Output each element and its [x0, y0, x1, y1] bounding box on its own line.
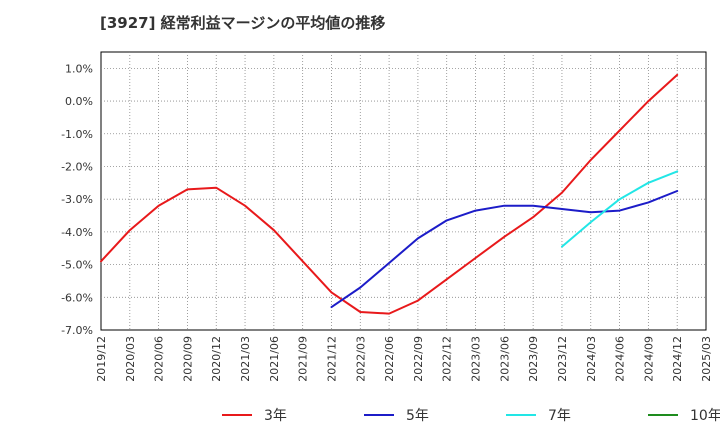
x-tick-label: 2024/09	[642, 336, 655, 382]
x-tick-label: 2025/03	[700, 336, 713, 382]
x-tick-label: 2021/12	[325, 336, 338, 382]
plot-area	[100, 51, 707, 331]
x-tick-label: 2020/12	[210, 336, 223, 382]
series-line-5年	[330, 190, 679, 309]
x-tick-label: 2024/03	[585, 336, 598, 382]
y-tick-label: 0.0%	[65, 95, 93, 108]
x-tick-label: 2023/03	[470, 336, 483, 382]
y-tick-label: -1.0%	[61, 128, 93, 141]
y-tick-label: -2.0%	[61, 160, 93, 173]
legend-label: 10年	[690, 408, 720, 424]
x-tick-label: 2020/06	[153, 336, 166, 382]
x-tick-label: 2023/06	[498, 336, 511, 382]
y-tick-label: -3.0%	[61, 193, 93, 206]
x-tick-label: 2024/12	[671, 336, 684, 382]
x-tick-label: 2020/09	[181, 336, 194, 382]
y-tick-label: 1.0%	[65, 62, 93, 75]
series-line-7年	[561, 170, 679, 248]
x-tick-label: 2023/12	[556, 336, 569, 382]
y-tick-label: -5.0%	[61, 259, 93, 272]
grid	[101, 52, 706, 330]
x-tick-label: 2022/06	[383, 336, 396, 382]
legend-label: 5年	[406, 408, 429, 424]
chart-title: [3927] 経常利益マージンの平均値の推移	[100, 14, 386, 32]
x-tick-label: 2022/09	[412, 336, 425, 382]
x-tick-label: 2022/03	[354, 336, 367, 382]
x-tick-label: 2021/09	[297, 336, 310, 382]
y-tick-label: -7.0%	[61, 324, 93, 337]
legend: 3年 5年 7年 10年	[222, 408, 720, 424]
x-tick-label: 2023/09	[527, 336, 540, 382]
y-tick-label: -6.0%	[61, 291, 93, 304]
series-line-3年	[100, 73, 679, 315]
x-tick-label: 2021/06	[268, 336, 281, 382]
y-tick-label: -4.0%	[61, 226, 93, 239]
x-tick-label: 2024/06	[614, 336, 627, 382]
x-tick-label: 2022/12	[441, 336, 454, 382]
x-tick-label: 2019/12	[95, 336, 108, 382]
legend-label: 3年	[264, 408, 287, 424]
series-lines	[100, 73, 679, 315]
x-axis-ticks: 2019/12 2020/03 2020/06 2020/09 2020/12 2021/…	[95, 336, 713, 382]
x-tick-label: 2020/03	[124, 336, 137, 382]
legend-label: 7年	[548, 408, 571, 424]
y-axis-ticks: 1.0% 0.0% -1.0% -2.0% -3.0% -4.0% -5.0% -6.0% -7…	[61, 62, 93, 337]
x-tick-label: 2021/03	[239, 336, 252, 382]
